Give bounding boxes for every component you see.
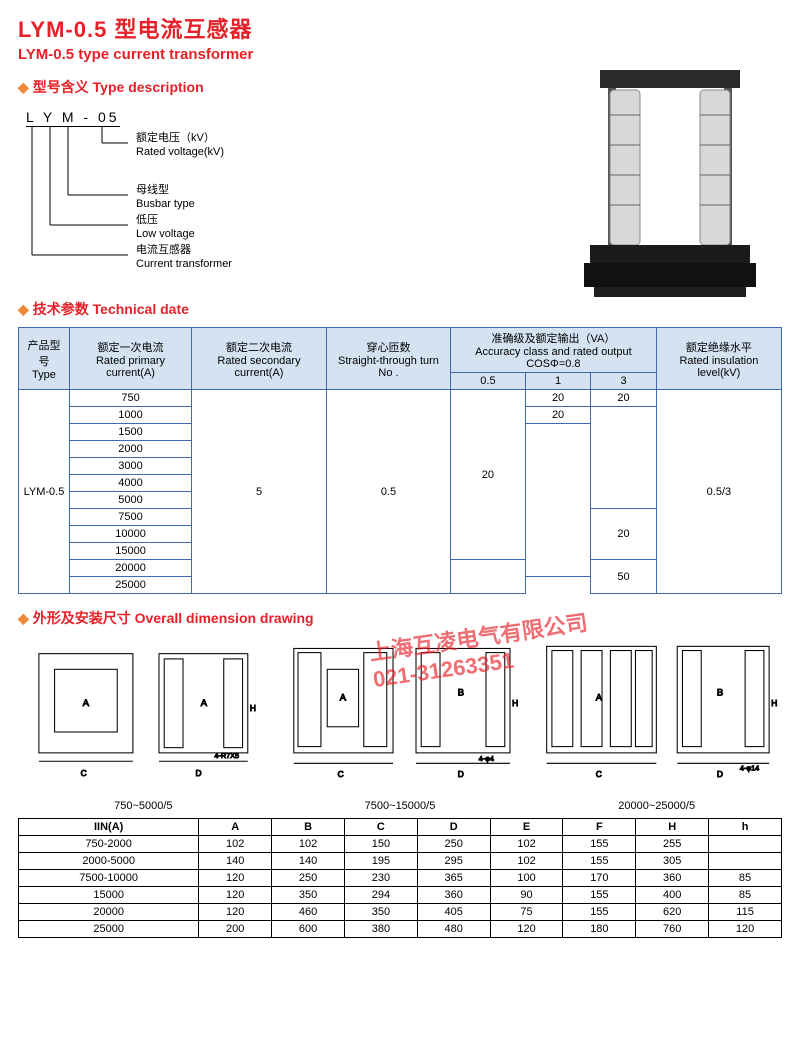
technical-params-table: 产品型号Type 额定一次电流Rated primary current(A) … <box>18 327 782 594</box>
type-description-diagram: L Y M - 05 额定电压（kV）Rated voltage(kV) 母线型… <box>18 105 782 285</box>
dim-header: IIN(A) <box>19 818 199 835</box>
page-title-cn: LYM-0.5 型电流互感器 <box>18 12 782 44</box>
table-row: 7500-1000012025023036510017036085 <box>19 869 782 886</box>
svg-text:A: A <box>596 692 603 703</box>
svg-text:4-φ4: 4-φ4 <box>478 754 493 763</box>
dim-header: h <box>709 818 782 835</box>
svg-text:D: D <box>457 769 463 779</box>
table-row: 750-2000102102150250102155255 <box>19 835 782 852</box>
diamond-icon: ◆ <box>18 610 29 626</box>
table-row: 25000200600380480120180760120 <box>19 920 782 937</box>
dim-header: E <box>490 818 563 835</box>
svg-text:D: D <box>717 769 723 779</box>
dimensions-table: IIN(A)ABCDEFHh 750-200010210215025010215… <box>18 818 782 938</box>
svg-text:C: C <box>337 769 343 779</box>
diamond-icon: ◆ <box>18 79 29 95</box>
svg-text:H: H <box>512 698 518 708</box>
svg-text:B: B <box>717 686 723 697</box>
dim-header: H <box>636 818 709 835</box>
svg-text:H: H <box>772 698 778 708</box>
svg-text:B: B <box>457 686 463 697</box>
svg-text:A: A <box>83 697 90 708</box>
dim-header: F <box>563 818 636 835</box>
table-row: 2000012046035040575155620115 <box>19 903 782 920</box>
table-row: 150001203502943609015540085 <box>19 886 782 903</box>
dim-header: D <box>417 818 490 835</box>
svg-text:4-R7X5: 4-R7X5 <box>214 751 239 760</box>
svg-text:A: A <box>201 697 208 708</box>
svg-text:D: D <box>196 768 202 778</box>
svg-text:A: A <box>339 692 346 703</box>
dim-header: C <box>344 818 417 835</box>
section-dims: ◆外形及安装尺寸 Overall dimension drawing <box>18 608 782 628</box>
table-row: 2000-5000140140195295102155305 <box>19 852 782 869</box>
dim-header: A <box>199 818 272 835</box>
svg-text:4-φ14: 4-φ14 <box>740 764 759 773</box>
svg-text:C: C <box>596 769 602 779</box>
svg-text:H: H <box>250 703 256 713</box>
diamond-icon: ◆ <box>18 301 29 317</box>
svg-text:C: C <box>81 768 87 778</box>
dim-header: B <box>272 818 345 835</box>
dimension-drawings: A A C D H 4-R7X5 750~5000/5 <box>18 638 782 812</box>
